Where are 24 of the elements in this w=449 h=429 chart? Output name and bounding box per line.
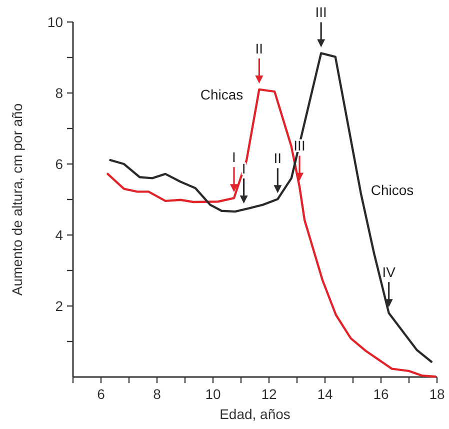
line-series	[109, 52, 432, 363]
y-tick-label: 6	[55, 156, 64, 172]
x-axis-title: Edad, años	[220, 406, 290, 422]
annotation: II	[255, 40, 264, 56]
x-tick-label: 16	[373, 386, 389, 402]
series-label: Chicos	[370, 182, 414, 198]
annotation: I	[242, 160, 246, 176]
x-tick-label: 10	[205, 386, 221, 402]
line-series	[106, 88, 436, 378]
y-tick-label: 8	[55, 85, 64, 101]
x-tick-label: 8	[153, 386, 162, 402]
series-label: Chicas	[200, 86, 244, 102]
annotation: I	[232, 149, 236, 166]
y-tick-label: 2	[55, 298, 64, 314]
y-tick-label: 10	[47, 14, 64, 30]
y-tick-label: 4	[55, 227, 64, 243]
x-tick-label: 6	[97, 386, 106, 402]
y-axis-title: Aumento de altura, cm por año	[9, 103, 25, 296]
x-tick-label: 14	[317, 386, 333, 402]
annotation: IV	[382, 264, 396, 280]
annotation: II	[274, 150, 282, 166]
x-tick-label: 12	[261, 386, 277, 402]
x-tick-label: 18	[429, 386, 445, 402]
annotation: III	[315, 4, 327, 20]
